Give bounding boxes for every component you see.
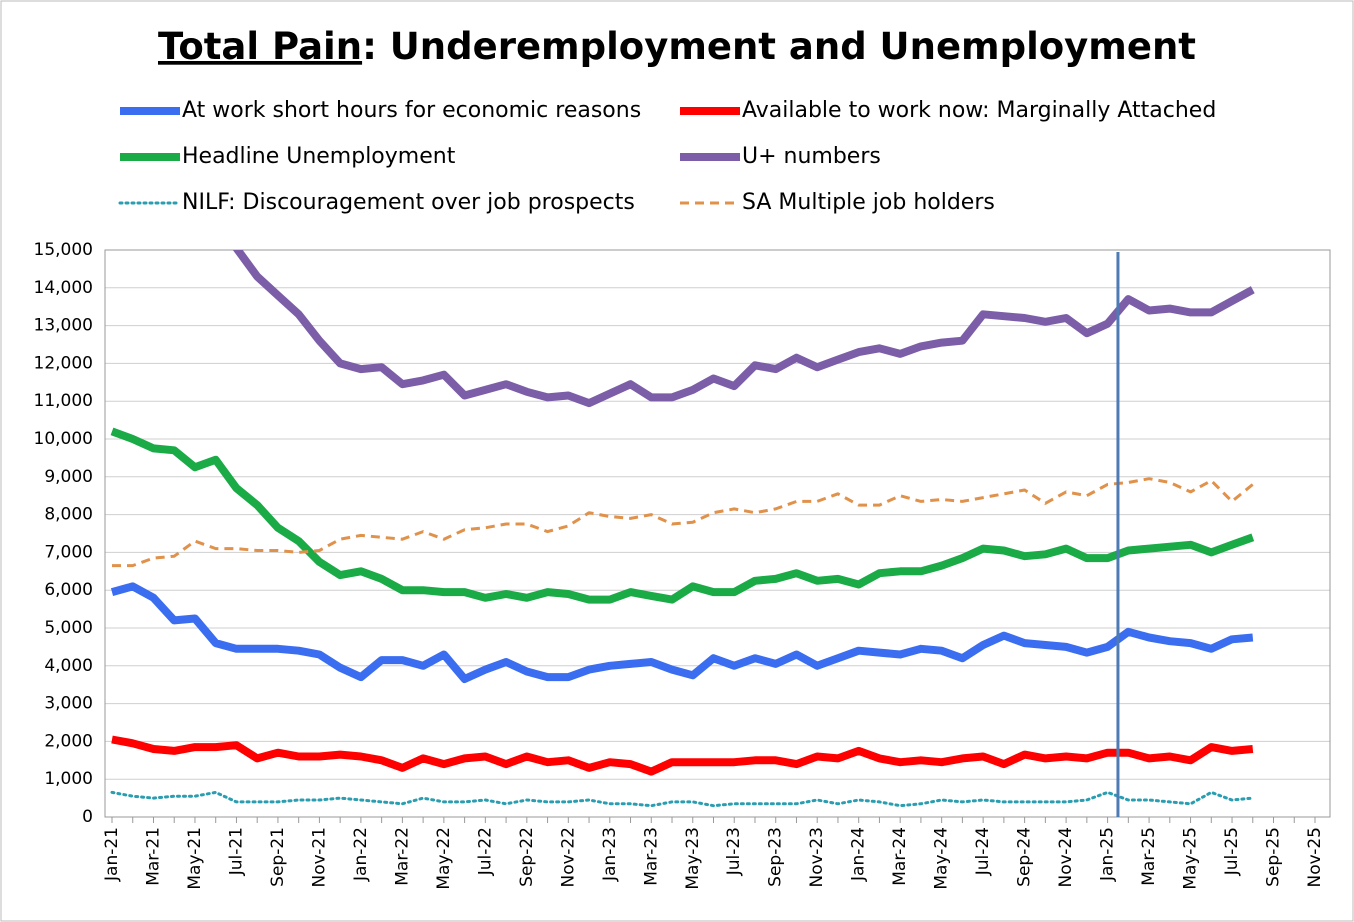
x-tick-label: Nov-22 <box>558 827 578 888</box>
y-tick-label: 9,000 <box>44 467 93 487</box>
x-tick-label: May-24 <box>932 827 952 890</box>
y-tick-label: 1,000 <box>44 769 93 789</box>
x-tick-label: Jan-23 <box>600 827 620 882</box>
x-tick-label: Sep-22 <box>517 827 537 887</box>
series-line <box>110 582 1254 683</box>
y-tick-label: 12,000 <box>34 353 93 373</box>
y-tick-label: 6,000 <box>44 580 93 600</box>
x-tick-label: Mar-21 <box>143 827 163 886</box>
y-tick-label: 11,000 <box>34 391 93 411</box>
series-line <box>112 477 1254 568</box>
series-line <box>232 250 1255 408</box>
y-tick-label: 7,000 <box>44 542 93 562</box>
x-tick-label: Jul-25 <box>1222 827 1242 876</box>
x-tick-label: Nov-23 <box>807 827 827 888</box>
y-tick-label: 14,000 <box>34 278 93 298</box>
title-emphasis: Total Pain <box>158 25 362 68</box>
x-tick-label: Nov-21 <box>309 827 329 888</box>
y-tick-label: 8,000 <box>44 505 93 525</box>
title-rest: : Underemployment and Unemployment <box>362 25 1196 68</box>
x-tick-label: Nov-25 <box>1305 827 1325 888</box>
x-tick-label: May-23 <box>683 827 703 890</box>
x-tick-label: Sep-21 <box>268 827 288 887</box>
legend-label: At work short hours for economic reasons <box>182 98 641 123</box>
y-tick-label: 4,000 <box>44 656 93 676</box>
x-tick-label: Jan-21 <box>102 827 122 882</box>
y-tick-label: 0 <box>82 807 93 827</box>
x-tick-label: Nov-24 <box>1056 827 1076 888</box>
y-tick-label: 10,000 <box>34 429 93 449</box>
x-tick-label: May-22 <box>434 827 454 890</box>
x-tick-label: Sep-23 <box>766 827 786 887</box>
x-tick-label: Sep-24 <box>1015 827 1035 887</box>
series-line <box>110 790 1255 808</box>
x-tick-label: Jul-24 <box>973 827 993 876</box>
legend-label: U+ numbers <box>742 144 881 169</box>
x-tick-label: Jan-24 <box>849 827 869 882</box>
y-tick-label: 13,000 <box>34 316 93 336</box>
legend-label: Available to work now: Marginally Attach… <box>742 98 1216 123</box>
x-tick-label: Mar-24 <box>890 827 910 886</box>
x-tick-label: Jul-22 <box>475 827 495 876</box>
x-tick-label: Jul-23 <box>724 827 744 876</box>
plot-border <box>104 249 1331 818</box>
x-tick-label: Jan-22 <box>351 827 371 882</box>
legend-label: Headline Unemployment <box>182 144 456 169</box>
x-tick-label: Sep-25 <box>1264 827 1284 887</box>
x-tick-label: Jan-25 <box>1098 827 1118 882</box>
x-tick-label: May-25 <box>1181 827 1201 890</box>
y-tick-label: 5,000 <box>44 618 93 638</box>
legend-label: NILF: Discouragement over job prospects <box>182 190 635 215</box>
series-line <box>110 427 1255 604</box>
series-line <box>111 735 1254 776</box>
chart-title: Total Pain: Underemployment and Unemploy… <box>158 25 1196 68</box>
y-tick-label: 15,000 <box>34 240 93 260</box>
legend-label: SA Multiple job holders <box>742 190 995 215</box>
x-tick-label: May-21 <box>185 827 205 890</box>
x-tick-label: Mar-22 <box>392 827 412 886</box>
y-tick-label: 2,000 <box>44 731 93 751</box>
x-tick-label: Mar-25 <box>1139 827 1159 886</box>
x-tick-label: Mar-23 <box>641 827 661 886</box>
y-tick-label: 3,000 <box>44 694 93 714</box>
x-tick-label: Jul-21 <box>226 827 246 876</box>
